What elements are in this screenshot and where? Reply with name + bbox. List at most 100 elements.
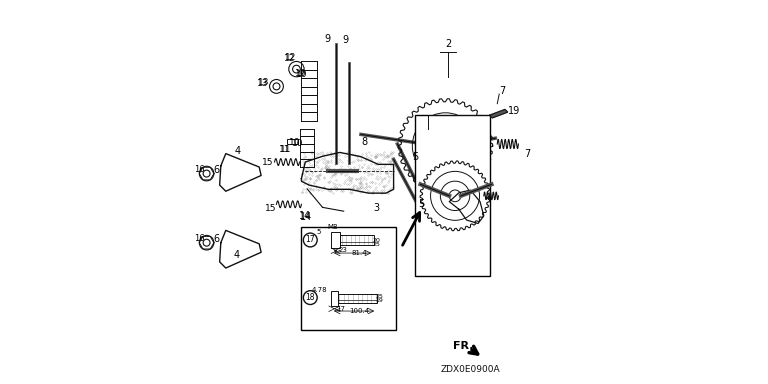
Point [329,183,341,189]
Point [313,186,326,192]
Point [355,157,367,163]
Point [369,152,382,159]
Point [296,158,309,164]
Point [362,189,375,195]
Point [356,164,368,170]
Point [302,181,314,187]
Point [375,164,387,170]
Point [313,172,326,178]
Point [360,150,372,156]
Point [313,176,326,182]
Point [348,182,360,188]
Text: 25: 25 [376,294,383,299]
Point [333,166,346,172]
Point [349,169,361,175]
Text: 17: 17 [306,235,315,245]
Point [304,156,316,162]
Point [298,177,310,183]
Point [326,190,339,196]
Point [365,156,377,162]
Point [386,184,399,190]
Text: 13: 13 [257,79,269,88]
Point [334,157,346,163]
Point [385,151,397,157]
Text: 11: 11 [280,145,291,154]
Point [331,152,343,158]
Point [299,175,311,181]
Point [310,184,323,190]
Point [362,169,375,175]
Point [298,150,310,156]
Point [299,154,311,160]
Point [304,185,316,191]
Point [383,177,396,184]
Point [306,162,319,168]
Point [355,174,367,180]
Point [319,157,332,163]
Text: 10: 10 [296,70,307,79]
Point [363,183,376,189]
Point [296,189,308,195]
Point [363,184,376,190]
Point [365,171,377,177]
Point [335,171,347,177]
Point [367,165,379,171]
Bar [331,291,338,306]
Point [335,162,347,169]
Point [343,177,356,183]
Point [324,149,336,156]
Text: 23: 23 [338,247,347,253]
Point [315,167,327,173]
Point [386,150,399,156]
Point [316,187,328,194]
Point [329,177,342,183]
Point [350,156,362,162]
Point [319,160,331,166]
Point [343,181,356,187]
Point [385,185,397,192]
Point [329,169,342,175]
Point [377,151,389,157]
Bar [338,294,377,303]
Text: 8: 8 [362,137,368,147]
Point [370,161,382,167]
Point [360,156,372,162]
Point [343,174,355,180]
Point [341,149,353,155]
Point [355,157,367,164]
Point [374,166,386,172]
Point [346,175,358,181]
Point [329,170,341,176]
Point [346,185,359,192]
Point [326,167,339,174]
Point [327,171,339,177]
Point [367,189,379,195]
Point [310,177,322,184]
Point [347,183,359,189]
Text: 10: 10 [295,69,306,78]
Point [308,157,320,164]
Point [372,151,384,157]
Point [296,171,309,177]
Point [382,179,394,185]
Text: 18: 18 [306,293,315,302]
Point [342,162,354,169]
Point [379,183,391,189]
Point [352,186,364,192]
Point [372,159,384,166]
Text: 9: 9 [325,34,331,44]
Point [320,162,333,168]
Point [305,149,317,156]
Point [302,185,314,191]
Point [306,169,318,175]
Point [346,189,358,195]
Text: 4: 4 [233,250,239,260]
Point [366,190,378,196]
Point [373,181,386,187]
Point [376,177,389,183]
Point [325,159,337,166]
Point [366,190,379,197]
Point [313,172,325,178]
Point [329,170,342,177]
Point [356,151,369,157]
